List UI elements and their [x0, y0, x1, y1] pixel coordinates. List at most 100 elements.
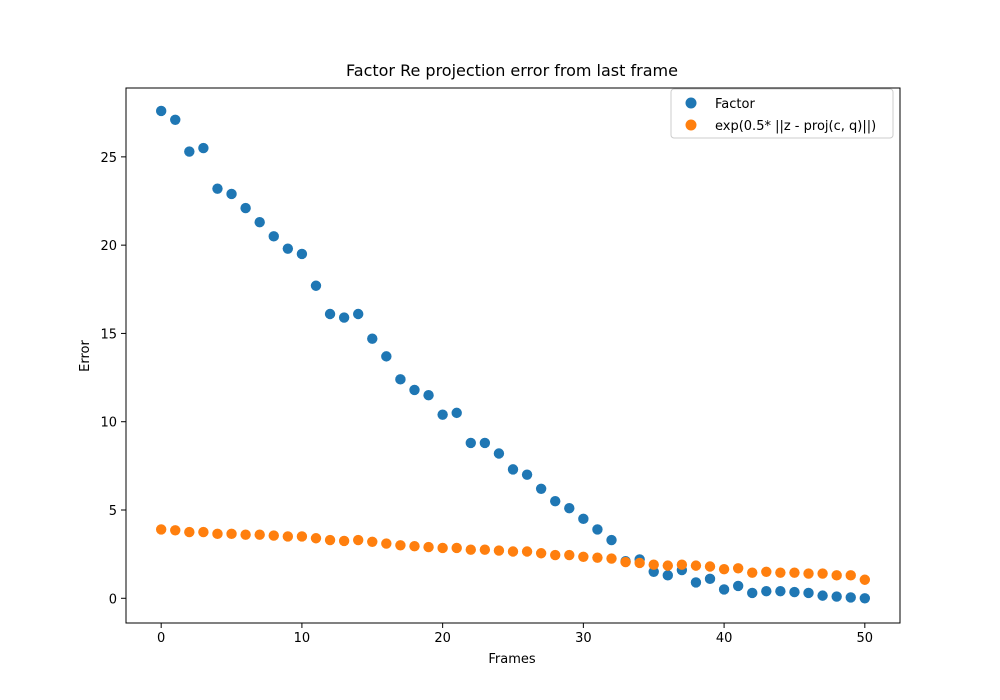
y-tick-label: 15	[100, 327, 117, 342]
data-point	[592, 524, 603, 535]
data-point	[690, 560, 702, 571]
data-point	[381, 351, 392, 362]
data-point	[155, 524, 167, 535]
data-point	[493, 448, 505, 459]
data-point	[859, 593, 871, 604]
x-tick-label: 50	[857, 631, 874, 646]
data-point	[381, 538, 392, 549]
series-0	[155, 105, 871, 604]
data-point	[606, 534, 617, 546]
data-point	[535, 483, 547, 495]
data-point	[465, 544, 476, 555]
axes-ticks: 0 10 20 30 40 50 0 5 10 15 20 25	[100, 151, 873, 646]
series-1	[155, 524, 871, 585]
data-point	[761, 566, 772, 577]
data-point	[409, 540, 420, 552]
data-point	[423, 390, 434, 401]
data-point	[732, 563, 744, 574]
data-point	[465, 437, 476, 449]
legend: Factor exp(0.5* ||z - proj(c, q)||)	[670, 88, 894, 139]
data-point	[170, 114, 181, 125]
data-point	[353, 308, 364, 320]
data-point	[226, 188, 237, 200]
data-point	[254, 529, 265, 540]
data-point	[634, 557, 645, 569]
data-point	[212, 528, 223, 540]
data-point	[198, 526, 209, 538]
data-point	[690, 577, 702, 588]
data-point	[535, 548, 547, 559]
data-point	[437, 409, 448, 420]
data-point	[184, 146, 195, 157]
data-point	[803, 568, 814, 579]
legend-label-exp: exp(0.5* ||z - proj(c, q)||)	[715, 119, 876, 134]
legend-marker-factor	[685, 97, 697, 109]
data-point	[479, 437, 491, 449]
legend-label-factor: Factor	[715, 97, 755, 112]
data-point	[310, 533, 322, 544]
data-point	[521, 546, 533, 557]
data-point	[550, 549, 561, 561]
data-point	[268, 530, 279, 541]
data-point	[367, 333, 378, 344]
plot-frame	[125, 87, 901, 624]
data-point	[578, 551, 589, 562]
y-tick-label: 5	[109, 504, 117, 519]
data-point	[578, 513, 589, 525]
data-point	[268, 231, 279, 242]
data-point	[324, 534, 336, 546]
data-point	[845, 592, 856, 603]
y-axis-label: Error	[78, 340, 93, 372]
data-point	[395, 374, 406, 385]
data-point	[859, 574, 871, 585]
data-point	[789, 586, 800, 598]
data-point	[198, 142, 209, 154]
y-tick-label: 0	[109, 592, 117, 607]
data-point	[155, 105, 167, 117]
data-point	[789, 567, 800, 578]
data-point	[296, 248, 308, 260]
data-point	[409, 384, 420, 396]
data-point	[226, 528, 237, 540]
data-point	[353, 534, 364, 546]
y-tick-label: 25	[100, 151, 117, 166]
data-point	[775, 567, 786, 578]
data-point	[367, 536, 378, 547]
data-point	[564, 503, 575, 514]
data-point	[395, 540, 406, 551]
y-tick-label: 20	[100, 239, 117, 254]
data-point	[521, 469, 533, 480]
data-point	[282, 243, 294, 254]
data-point	[831, 570, 842, 581]
x-tick-label: 10	[294, 631, 311, 646]
data-point	[296, 531, 308, 542]
data-point	[282, 531, 294, 542]
data-point	[704, 573, 716, 585]
data-point	[451, 407, 462, 419]
data-point	[550, 495, 561, 507]
data-point	[507, 464, 519, 475]
data-point	[310, 280, 322, 291]
data-point	[479, 544, 491, 555]
x-axis-label: Frames	[488, 652, 536, 667]
data-points	[155, 105, 871, 604]
data-point	[662, 560, 673, 571]
data-point	[606, 553, 617, 564]
data-point	[817, 568, 828, 579]
data-point	[704, 561, 716, 572]
data-point	[747, 567, 758, 578]
data-point	[732, 580, 744, 592]
data-point	[592, 552, 603, 563]
data-point	[718, 563, 730, 575]
data-point	[212, 183, 223, 194]
data-point	[564, 549, 575, 561]
data-point	[845, 570, 856, 581]
data-point	[240, 202, 251, 214]
legend-box	[670, 88, 894, 139]
data-point	[451, 542, 462, 554]
data-point	[662, 570, 673, 581]
y-tick-label: 10	[100, 416, 117, 431]
data-point	[747, 587, 758, 599]
data-point	[493, 545, 505, 556]
